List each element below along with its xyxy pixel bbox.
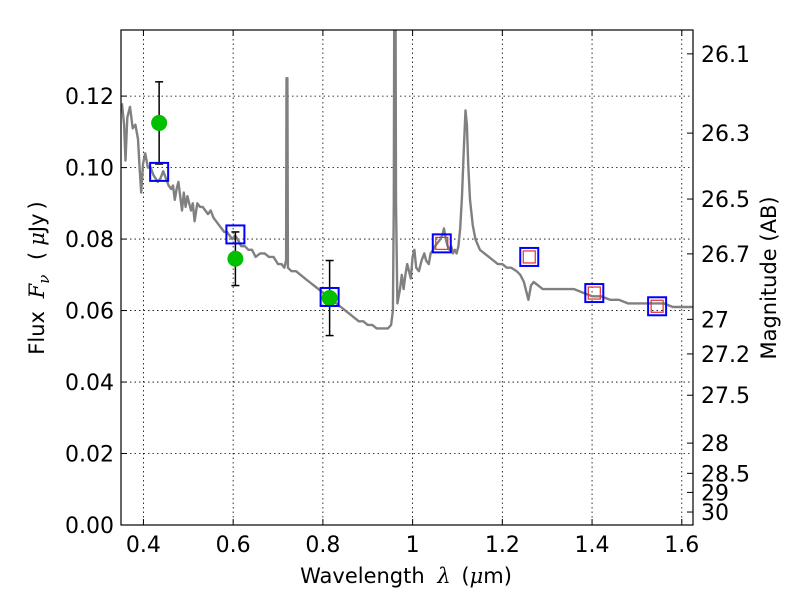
- magnitude-tick-label: 28.5: [701, 462, 750, 487]
- y-tick-label: 0.02: [65, 443, 114, 468]
- x-axis-title-symbol: λ: [436, 564, 450, 588]
- model-photometry-nir-marker: [587, 286, 601, 300]
- model-photometry-nir-marker: [522, 250, 536, 264]
- x-tick-label: 1.6: [664, 533, 699, 558]
- y-tick-label: 0.06: [65, 300, 114, 325]
- magnitude-tick-label: 28: [701, 432, 729, 457]
- y-tick-label: 0.08: [65, 228, 114, 253]
- model-photometry-marker: [519, 246, 540, 267]
- x-tick-label: 0.6: [216, 533, 251, 558]
- y-axis-title-prefix: Flux: [25, 311, 49, 355]
- y-axis-title-unit-mu: μ: [25, 232, 49, 246]
- magnitude-tick-label: 26.5: [701, 188, 750, 213]
- model-photometry-marker: [584, 283, 605, 304]
- y-tick-label: 0.00: [65, 514, 114, 539]
- x-tick-label: 1.2: [485, 533, 520, 558]
- magnitude-tick-label: 27.5: [701, 384, 750, 409]
- model-photometry-nir-marker: [435, 236, 449, 250]
- y2-axis-title: Magnitude (AB): [757, 196, 781, 359]
- x-tick-label: 1.4: [575, 533, 610, 558]
- y-tick-label: 0.10: [65, 157, 114, 182]
- magnitude-tick-label: 29: [701, 481, 729, 506]
- x-axis-title-prefix: Wavelength: [300, 564, 425, 588]
- y-axis-title-unit-open: (: [25, 252, 49, 260]
- y-axis-title-unit-rest: Jy: [25, 213, 49, 234]
- y-axis-title-unit-close: ): [25, 201, 49, 209]
- x-axis-title: Wavelength λ (μm): [300, 564, 512, 588]
- magnitude-tick-label: 26.3: [701, 122, 750, 147]
- magnitude-tick-label: 27: [701, 308, 729, 333]
- y-axis-title-subscript: ν: [35, 275, 53, 284]
- magnitude-tick-label: 26.7: [701, 243, 750, 268]
- magnitude-tick-label: 30: [701, 501, 729, 526]
- y-axis-title: Flux Fν ( μJy): [25, 201, 54, 354]
- x-tick-label: 0.4: [126, 533, 161, 558]
- grid: [121, 30, 693, 525]
- observed-point: [321, 290, 338, 307]
- spectrum-line: [121, 30, 693, 330]
- model-photometry-marker: [319, 286, 340, 307]
- x-axis-title-unit-open: (: [461, 564, 469, 588]
- model-photometry-marker: [431, 233, 452, 254]
- observed-point: [227, 250, 244, 267]
- axis-ticks: 0.4 0.6 0.8 1 1.2 1.4 1.6 0.00 0.02 0.04 0.06 0.08 0…: [65, 30, 750, 558]
- plot-area: [121, 30, 693, 337]
- y-axis-title-symbol: F: [25, 282, 49, 299]
- magnitude-tick-label: 26.1: [701, 43, 750, 68]
- model-photometry-marker: [149, 161, 170, 182]
- plot-frame: [120, 29, 694, 526]
- x-tick-label: 1: [406, 533, 420, 558]
- model-photometry-nir-marker: [650, 299, 664, 313]
- model-photometry-marker: [647, 296, 668, 317]
- magnitude-tick-label: 27.2: [701, 343, 750, 368]
- x-tick-label: 0.8: [305, 533, 340, 558]
- observed-point: [151, 114, 168, 131]
- x-axis-title-unit-mu: μ: [470, 564, 484, 588]
- y-tick-label: 0.04: [65, 371, 114, 396]
- x-axis-title-unit-rest: m): [483, 564, 512, 588]
- y-tick-label: 0.12: [65, 85, 114, 110]
- model-photometry-marker: [225, 224, 246, 245]
